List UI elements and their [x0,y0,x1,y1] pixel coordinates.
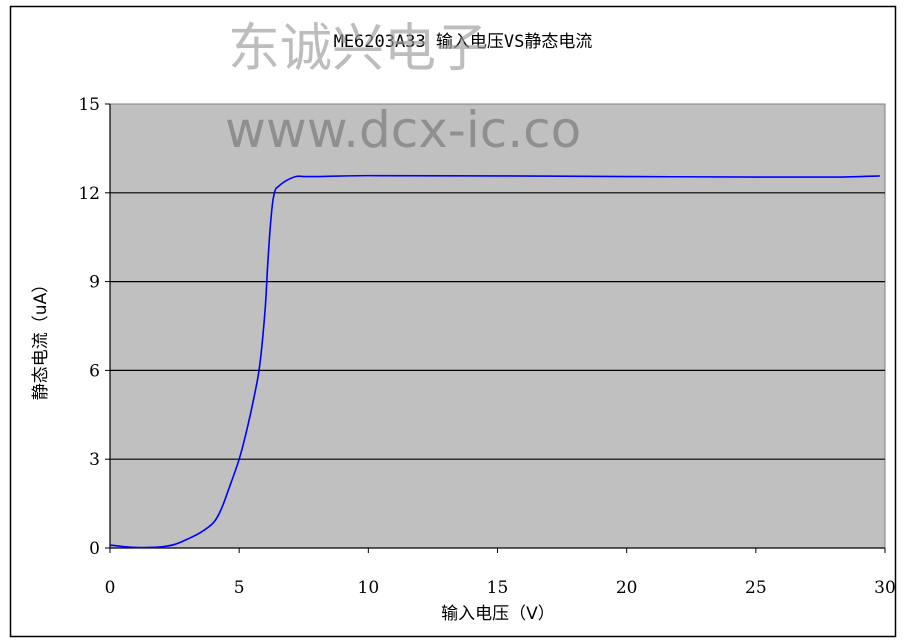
watermark-chinese: 东诚兴电子 [228,19,488,79]
y-tick-label-6: 6 [89,361,100,381]
plot-area [109,103,886,549]
y-tick-label-3: 3 [89,450,100,470]
x-tick-label-20: 20 [616,578,638,598]
axes [105,103,886,553]
chart-title: ME6203A33 输入电压VS静态电流 [334,32,593,52]
y-tick-label-15: 15 [78,95,100,115]
x-tick-label-15: 15 [487,578,509,598]
x-tick-label-10: 10 [358,578,380,598]
y-tick-label-9: 9 [89,273,100,293]
y-tick-label-12: 12 [78,184,100,204]
y-axis-label: 静态电流（uA） [31,276,51,400]
x-axis-label: 输入电压（V） [441,604,555,624]
y-tick-labels: 0 3 6 9 12 15 [78,95,100,559]
y-tick-label-0: 0 [89,539,100,559]
x-tick-label-5: 5 [234,578,245,598]
series-line [109,174,880,549]
x-tick-label-25: 25 [745,578,767,598]
x-tick-labels: 0 5 10 15 20 25 30 [105,578,896,598]
watermark-url: www.dcx-ic.co [225,101,581,159]
x-tick-label-30: 30 [874,578,896,598]
x-tick-label-0: 0 [105,578,116,598]
